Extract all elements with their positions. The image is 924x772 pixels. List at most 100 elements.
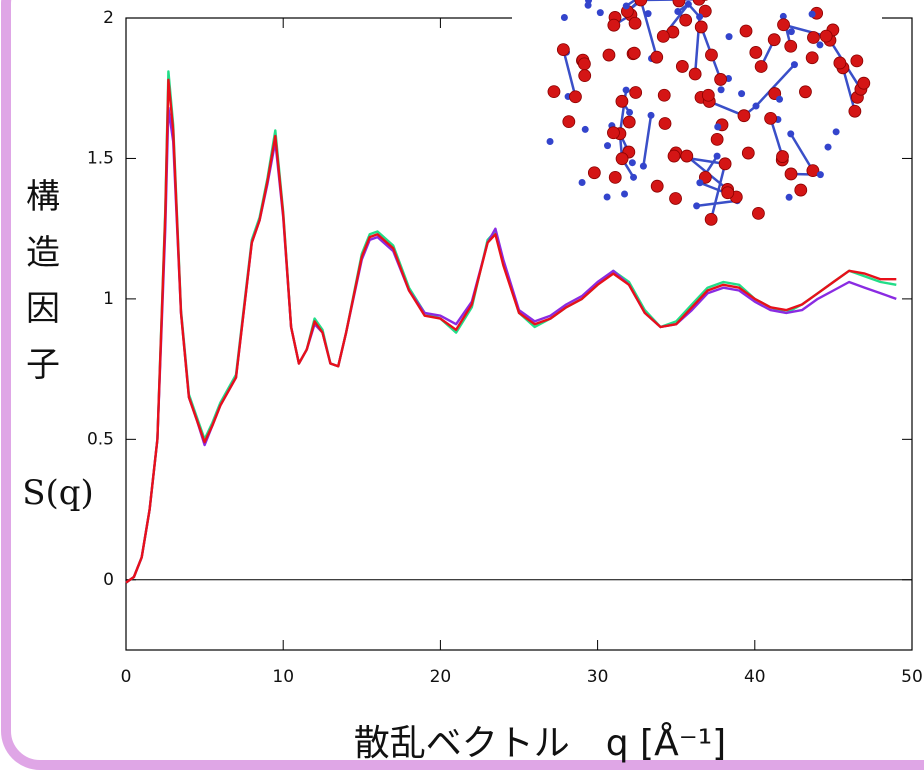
x-tick-label: 50 — [901, 667, 923, 687]
atom-si — [639, 162, 647, 170]
atom-si — [560, 13, 568, 21]
atom-o — [650, 50, 664, 64]
x-tick-label: 30 — [587, 667, 609, 687]
atom-o — [850, 54, 864, 68]
atom-o — [739, 24, 753, 38]
atom-o — [608, 170, 622, 184]
atom-si — [787, 28, 795, 36]
bond — [562, 49, 577, 98]
atom-o — [799, 85, 812, 99]
bond — [639, 0, 658, 58]
bond — [626, 0, 644, 13]
atom-o — [701, 88, 715, 102]
atom-si — [604, 142, 612, 150]
atom-si — [785, 193, 793, 201]
atom-si — [713, 152, 721, 160]
bond — [625, 0, 638, 7]
atom-o — [784, 39, 798, 53]
y-tick-label: 0 — [103, 570, 114, 590]
molecule-inset — [512, 0, 882, 240]
atom-o — [577, 57, 591, 71]
atom-o — [569, 90, 582, 104]
atom-o — [672, 0, 686, 8]
atom-si — [790, 61, 798, 69]
atom-si — [578, 179, 586, 187]
atom-si — [684, 0, 692, 8]
atom-o — [714, 73, 728, 86]
atom-o — [767, 33, 781, 47]
atom-o — [607, 18, 621, 32]
atom-o — [749, 46, 763, 59]
atom-si — [717, 86, 725, 94]
atom-si — [581, 125, 589, 133]
atom-o — [694, 20, 708, 34]
atom-o — [547, 85, 561, 99]
atom-o — [650, 179, 664, 193]
atom-o — [562, 115, 576, 129]
atom-si — [622, 2, 630, 10]
atom-o — [669, 192, 682, 205]
y-axis-label: 構造因子 — [20, 178, 60, 402]
atom-o — [721, 186, 735, 200]
atom-o — [848, 104, 862, 118]
atom-si — [621, 190, 629, 198]
atom-si — [584, 1, 592, 9]
atom-o — [710, 133, 724, 146]
atom-o — [819, 29, 833, 43]
atom-o — [587, 166, 601, 180]
bond — [755, 63, 796, 107]
atom-o — [704, 212, 718, 226]
atom-o — [622, 115, 636, 129]
atom-si — [787, 130, 795, 138]
atom-si — [779, 12, 787, 20]
atom-o — [615, 152, 629, 166]
atom-o — [794, 183, 808, 197]
bond — [642, 115, 653, 167]
atom-o — [784, 167, 798, 181]
atom-o — [680, 149, 694, 163]
atom-si — [628, 159, 636, 167]
y-tick-label: 0.5 — [87, 429, 114, 449]
atom-si — [776, 95, 784, 103]
atom-o — [764, 111, 778, 125]
atom-o — [658, 117, 672, 130]
x-axis-label: 散乱ベクトル q [Å⁻¹] — [354, 721, 726, 764]
atom-o — [688, 67, 702, 81]
x-tick-label: 40 — [744, 667, 766, 687]
atom-si — [752, 102, 760, 110]
atom-o — [615, 94, 629, 108]
atom-o — [754, 60, 768, 73]
atom-o — [737, 109, 751, 123]
atom-o — [777, 18, 790, 32]
atom-si — [674, 7, 682, 15]
atom-o — [718, 157, 732, 171]
atom-o — [556, 43, 570, 56]
atom-si — [808, 10, 816, 18]
atom-si — [714, 123, 722, 131]
atom-si — [832, 128, 840, 136]
atom-si — [738, 90, 746, 98]
atom-si — [622, 86, 630, 94]
atom-si — [546, 137, 554, 145]
atom-o — [657, 88, 671, 102]
x-tick-label: 10 — [272, 667, 294, 687]
atom-o — [741, 146, 755, 160]
bond — [696, 199, 738, 208]
atom-o — [692, 0, 706, 6]
atom-si — [647, 111, 655, 119]
x-tick-label: 0 — [121, 667, 132, 687]
atom-o — [675, 60, 689, 73]
atom-si — [816, 41, 824, 49]
atom-si — [725, 33, 733, 41]
atom-si — [824, 143, 832, 151]
atom-si — [816, 171, 824, 179]
bond — [709, 163, 727, 220]
atom-o — [857, 76, 871, 90]
atom-o — [679, 13, 693, 27]
atom-si — [644, 10, 652, 18]
atom-si — [696, 13, 704, 21]
atom-o — [667, 149, 681, 163]
atom-si — [630, 173, 638, 181]
atom-o — [752, 207, 765, 220]
